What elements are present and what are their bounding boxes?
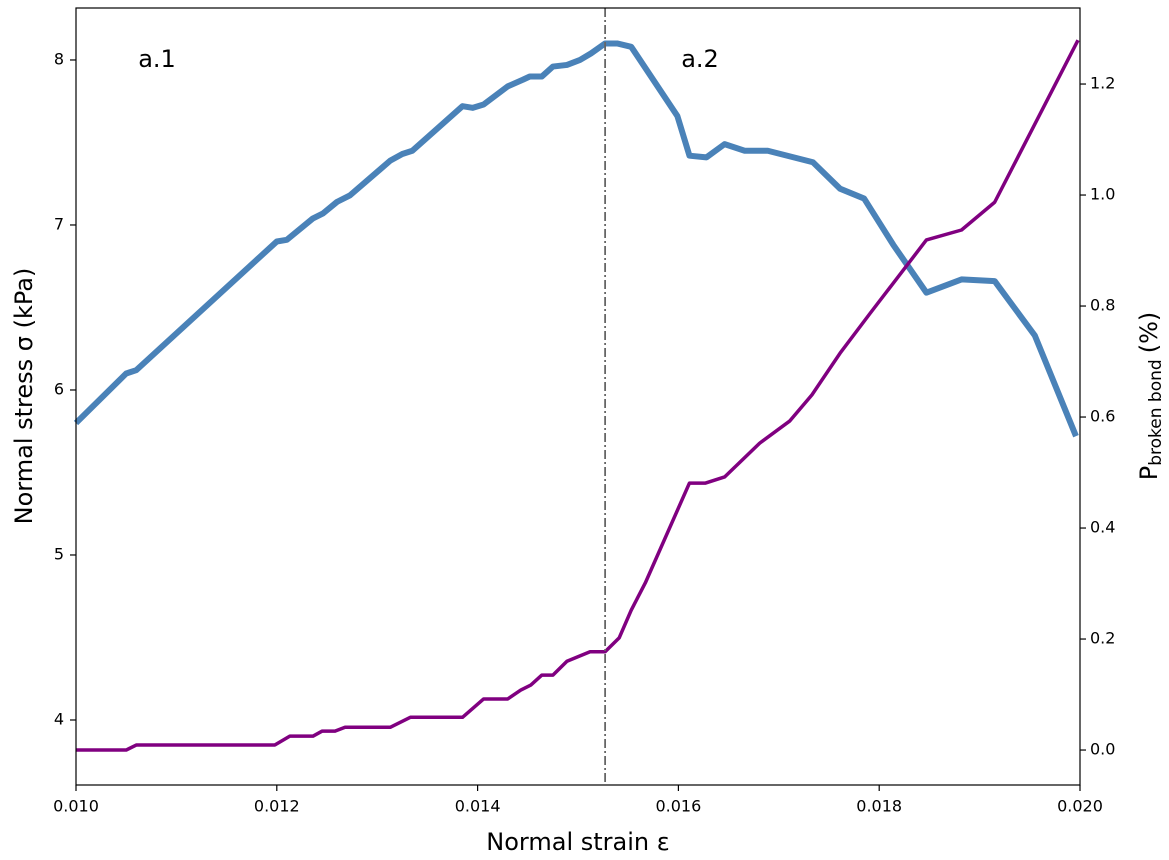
y-tick-label: 8 — [54, 49, 64, 68]
y2-tick-label: 1.0 — [1090, 185, 1115, 204]
x-tick-label: 0.014 — [455, 797, 501, 816]
x-tick-label: 0.018 — [856, 797, 902, 816]
y-tick-label: 4 — [54, 709, 64, 728]
annotation: a.1 — [138, 45, 176, 73]
y-tick-label: 7 — [54, 214, 64, 233]
x-tick-label: 0.020 — [1057, 797, 1103, 816]
y2-label-main: P — [1135, 466, 1163, 480]
plot-frame — [75, 7, 1081, 786]
x-tick-label: 0.012 — [254, 797, 300, 816]
x-tick-label: 0.016 — [655, 797, 701, 816]
y2-tick-label: 0.6 — [1090, 407, 1115, 426]
x-tick-label: 0.010 — [53, 797, 99, 816]
series-line — [76, 39, 1080, 752]
y2-label-sub: broken bond — [1146, 359, 1166, 465]
y2-tick-label: 1.2 — [1090, 74, 1115, 93]
y-tick-label: 5 — [54, 544, 64, 563]
y-axis-label: Normal stress σ (kPa) — [10, 268, 38, 525]
series-line — [73, 40, 1079, 438]
y2-tick-label: 0.4 — [1090, 518, 1115, 537]
y2-label-unit: (%) — [1135, 312, 1163, 354]
y2-tick-label: 0.2 — [1090, 629, 1115, 648]
annotation: a.2 — [681, 45, 719, 73]
y2-tick-label: 0.8 — [1090, 296, 1115, 315]
x-axis-label: Normal strain ε — [486, 828, 669, 856]
y-tick-label: 6 — [54, 379, 64, 398]
y2-axis-label: Pbroken bond (%) — [1135, 312, 1166, 480]
y2-tick-label: 0.0 — [1090, 740, 1115, 759]
